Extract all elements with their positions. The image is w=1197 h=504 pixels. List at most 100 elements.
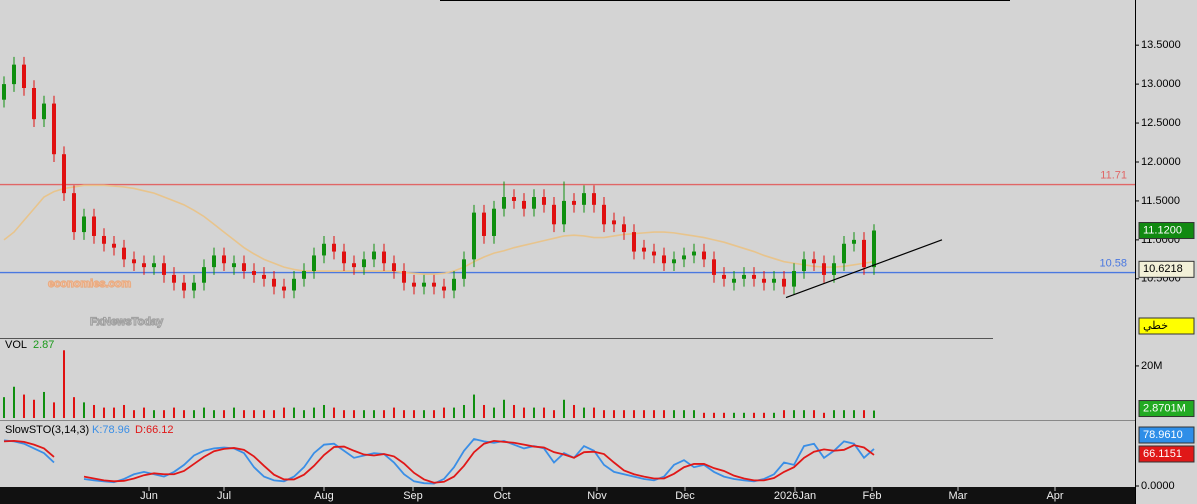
x-tick-label: Dec: [675, 490, 695, 502]
panel-title: VOL: [5, 339, 27, 351]
candle-body: [712, 259, 716, 275]
volume-bar: [13, 386, 15, 418]
volume-bar: [683, 410, 685, 418]
level-label: 11.71: [1100, 169, 1127, 181]
y-tick-label: 12.5000: [1141, 117, 1181, 129]
candle-body: [92, 216, 96, 236]
candle-body: [212, 255, 216, 268]
candle-body: [442, 286, 446, 291]
volume-bar: [93, 404, 95, 418]
volume-bar: [303, 410, 305, 418]
mode-button[interactable]: خطي: [1143, 320, 1168, 332]
volume-bar: [673, 410, 675, 418]
volume-bar: [753, 412, 755, 418]
trendline: [785, 239, 943, 299]
candle-body: [342, 251, 346, 264]
volume-bar: [103, 407, 105, 418]
candle-body: [322, 243, 326, 256]
volume-bar: [843, 410, 845, 418]
candle-body: [392, 263, 396, 272]
stoch-box: 78.9610: [1143, 429, 1183, 441]
volume-bar: [463, 404, 465, 418]
y-tick-label: 0.0000: [1141, 480, 1175, 492]
y-tick-label: 13.0000: [1141, 78, 1181, 90]
candle-body: [2, 84, 6, 100]
volume-bar: [413, 410, 415, 418]
volume-bar: [603, 410, 605, 418]
candle-body: [72, 193, 76, 233]
stoch-box-box: [1138, 445, 1195, 463]
watermark: economies.com: [48, 278, 131, 290]
volume-bar: [153, 410, 155, 418]
candle-body: [32, 88, 36, 120]
candle-body: [832, 263, 836, 275]
volume-bar: [643, 410, 645, 418]
y-tick-label: 13.5000: [1141, 39, 1181, 51]
volume-bar: [183, 410, 185, 418]
volume-bar: [483, 404, 485, 418]
volume-bar: [3, 397, 5, 418]
volume-bar: [113, 407, 115, 418]
candle-body: [52, 103, 56, 155]
candle-body: [502, 197, 506, 209]
candle-body: [552, 204, 556, 225]
candle-body: [112, 243, 116, 248]
y-tick-label: 20M: [1141, 360, 1162, 372]
volume-bar: [73, 397, 75, 418]
y-tick-label: 12.0000: [1141, 156, 1181, 168]
candle-body: [62, 154, 66, 194]
x-tick-label: Aug: [314, 490, 334, 502]
candle-body: [152, 263, 156, 268]
volume-bar: [543, 407, 545, 418]
candle-body: [782, 278, 786, 287]
mode-button-box[interactable]: [1138, 317, 1195, 335]
candle-body: [202, 267, 206, 283]
x-tick-label: Feb: [863, 490, 882, 502]
candle-body: [802, 259, 806, 272]
candle-body: [482, 212, 486, 236]
candle-body: [722, 274, 726, 279]
x-tick-label: Apr: [1046, 490, 1063, 502]
volume-bar: [33, 399, 35, 418]
volume-bar: [783, 410, 785, 418]
volume-bar: [343, 410, 345, 418]
volume-bar: [723, 412, 725, 418]
volume-bar: [493, 407, 495, 418]
candle-body: [142, 263, 146, 268]
candle-body: [412, 282, 416, 287]
candle-body: [222, 255, 226, 264]
candle-body: [602, 204, 606, 225]
candle-body: [12, 64, 16, 85]
candle-body: [452, 278, 456, 291]
volume-bar: [703, 412, 705, 418]
candle-body: [622, 224, 626, 233]
candle-body: [612, 220, 616, 225]
x-tick-label: Jun: [140, 490, 158, 502]
volume-bar: [633, 410, 635, 418]
volume-bar: [253, 410, 255, 418]
volume-bar: [803, 410, 805, 418]
volume-bar: [813, 410, 815, 418]
candle-body: [122, 247, 126, 260]
volume-bar: [213, 410, 215, 418]
candle-body: [42, 103, 46, 120]
candle-body: [822, 263, 826, 275]
volume-bar: [83, 402, 85, 418]
volume-bar: [433, 410, 435, 418]
candle-body: [752, 274, 756, 279]
candle-body: [372, 251, 376, 260]
candle-body: [662, 255, 666, 264]
volume-bar: [533, 407, 535, 418]
volume-bar: [333, 407, 335, 418]
volume-bar: [853, 410, 855, 418]
candle-body: [492, 208, 496, 236]
y-tick-label: 11.5000: [1141, 195, 1180, 207]
candle-body: [542, 197, 546, 205]
candle-body: [382, 251, 386, 264]
candle-body: [232, 263, 236, 268]
volume-bar: [313, 407, 315, 418]
volume-bar: [323, 404, 325, 418]
candle-body: [162, 263, 166, 275]
x-tick-label: Jul: [217, 490, 231, 502]
